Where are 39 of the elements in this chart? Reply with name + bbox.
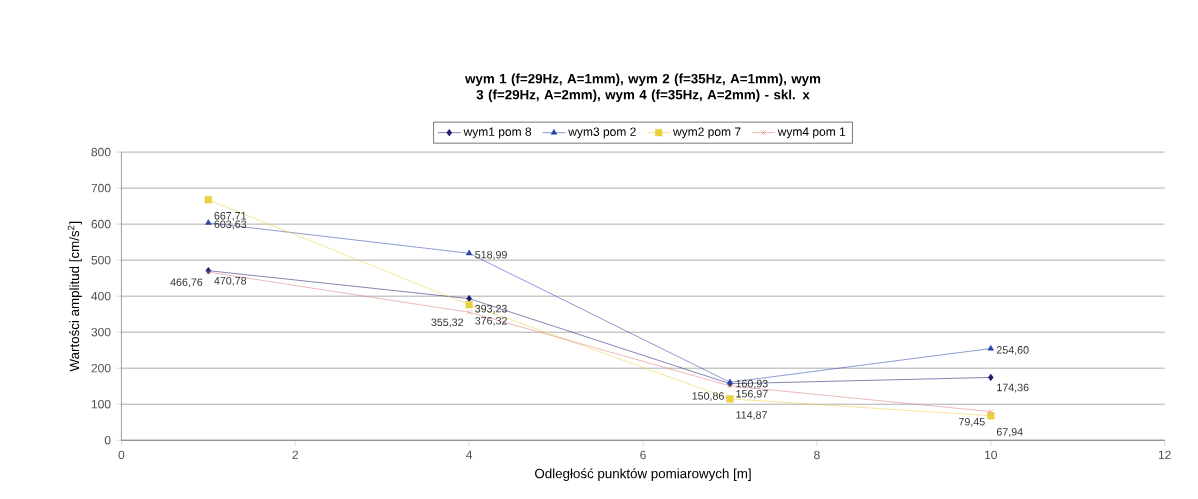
data-label: 518,99 xyxy=(475,250,507,260)
data-label: 114,87 xyxy=(736,411,767,420)
x-axis-title: Odległość punktów pomiarowych [m] xyxy=(535,468,751,481)
x-tick-label: 2 xyxy=(292,450,299,460)
data-label: 79,45 xyxy=(959,417,985,427)
data-label: 667,71 xyxy=(214,212,247,221)
x-tick-label: 4 xyxy=(466,450,473,459)
y-tick-label: 300 xyxy=(91,327,111,337)
data-label: 393,23 xyxy=(475,304,507,314)
data-label: 355,32 xyxy=(431,318,464,328)
x-tick-label: 6 xyxy=(640,450,646,460)
y-axis-title: Wartości amplitud [cm/s$^{2}$] xyxy=(67,221,82,372)
data-label: 174,36 xyxy=(997,383,1029,393)
legend-label: wym2 pom 7 xyxy=(672,127,741,139)
data-label: 254,60 xyxy=(996,346,1029,355)
data-label: 466,76 xyxy=(170,278,203,288)
y-tick-label: 800 xyxy=(91,147,111,157)
y-tick-label: 400 xyxy=(91,291,111,301)
legend-label: wym3 pom 2 xyxy=(568,127,636,139)
legend-label: wym4 pom 1 xyxy=(777,127,846,139)
data-label: 67,94 xyxy=(996,428,1023,437)
y-tick-label: 700 xyxy=(91,183,111,193)
y-tick-label: 100 xyxy=(91,399,111,409)
chart-title: wym 1 (f=29Hz, A=1mm), wym 2 (f=35Hz, A=1mm), wym 3 (f=29Hz, A=2mm), wym 4 (f=35Hz, A=2mm) - skl. x xyxy=(465,73,821,103)
y-tick-label: 200 xyxy=(91,363,111,373)
x-tick-label: 12 xyxy=(1158,450,1171,460)
data-label: 376,32 xyxy=(475,317,507,326)
y-tick-label: 600 xyxy=(91,219,111,229)
x-tick-label: 10 xyxy=(985,450,997,460)
y-tick-label: 0 xyxy=(104,436,111,445)
x-tick-label: 8 xyxy=(814,450,820,460)
legend-label: wym1 pom 8 xyxy=(463,127,532,139)
data-label: 603,63 xyxy=(214,220,247,230)
y-tick-label: 500 xyxy=(91,255,111,265)
data-label: 470,78 xyxy=(214,276,247,286)
x-tick-label: 0 xyxy=(118,450,125,460)
data-label: 160,93 xyxy=(736,379,768,389)
data-label: 150,86 xyxy=(692,392,724,402)
data-label: 156,97 xyxy=(736,390,768,399)
